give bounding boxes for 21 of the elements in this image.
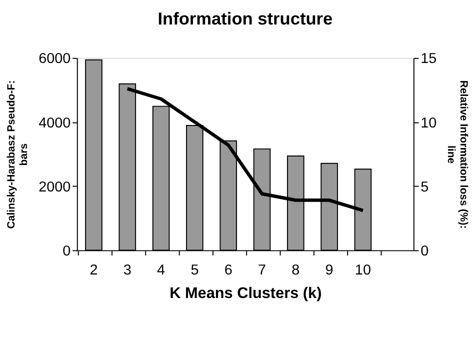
x-axis-title: K Means Clusters (k) — [170, 284, 322, 302]
x-tick-label: 4 — [157, 262, 166, 279]
x-tick-label: 3 — [123, 262, 132, 279]
x-tick-label: 5 — [190, 262, 199, 279]
y2-tick-label: 0 — [420, 243, 429, 260]
y-tick-label: 0 — [62, 243, 71, 260]
x-tick-label: 9 — [325, 262, 334, 279]
x-tick-label: 7 — [258, 262, 266, 279]
x-tick-label: 6 — [224, 262, 232, 279]
x-tick-label: 2 — [90, 262, 98, 279]
y-tick-label: 4000 — [38, 115, 71, 132]
x-tick-label: 8 — [292, 262, 300, 279]
y-tick-label: 6000 — [38, 51, 71, 68]
y-axis-title: Calinsky-Harabasz Pseudo-F: bars — [6, 80, 30, 229]
y2-tick-label: 5 — [420, 179, 429, 196]
y2-axis-title: Relative Information loss (%): line — [445, 80, 470, 229]
x-tick-label: 10 — [354, 262, 371, 279]
y2-tick-label: 15 — [420, 51, 437, 68]
y2-tick-label: 10 — [420, 115, 437, 132]
y-tick-label: 2000 — [38, 179, 71, 196]
chart-title: Information structure — [158, 8, 334, 28]
